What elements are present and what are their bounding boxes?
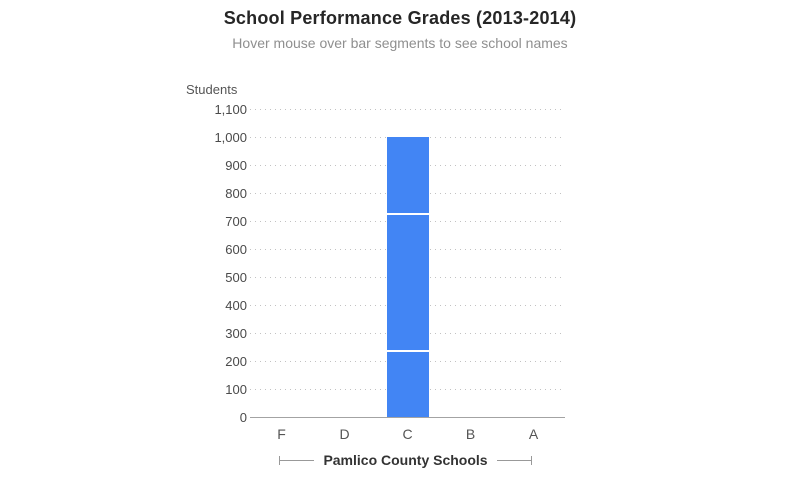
plot-area <box>250 109 565 418</box>
y-tick-label-1000: 1,000 <box>214 129 247 145</box>
bar-segment-divider <box>386 213 429 215</box>
y-tick-label-1100: 1,100 <box>214 101 247 117</box>
y-axis-title: Students <box>186 82 238 97</box>
axis-bracket-right-line <box>496 459 532 461</box>
x-axis-title: Pamlico County Schools <box>323 452 488 468</box>
chart-title: School Performance Grades (2013-2014) <box>223 8 577 28</box>
y-tick-label-700: 700 <box>225 213 247 229</box>
x-tick-label-C: C <box>402 426 413 442</box>
chart-subtitle: Hover mouse over bar segments to see sch… <box>232 35 568 51</box>
gridline-1100 <box>250 109 565 110</box>
axis-bracket-left-cap <box>279 455 280 465</box>
x-tick-label-B: B <box>465 426 476 442</box>
y-tick-label-600: 600 <box>225 241 247 257</box>
x-tick-label-A: A <box>528 426 539 442</box>
y-tick-label-200: 200 <box>225 353 247 369</box>
y-tick-label-400: 400 <box>225 297 247 313</box>
bar-segment-C-segment-middle[interactable] <box>386 214 429 352</box>
x-tick-label-D: D <box>339 426 350 442</box>
y-tick-label-900: 900 <box>225 157 247 173</box>
bar-segment-C-segment-top[interactable] <box>386 137 429 214</box>
y-tick-label-800: 800 <box>225 185 247 201</box>
y-tick-label-500: 500 <box>225 269 247 285</box>
y-tick-label-300: 300 <box>225 325 247 341</box>
x-axis-title-row: Pamlico County Schools <box>279 452 533 468</box>
x-tick-label-F: F <box>277 426 286 442</box>
axis-bracket-right-cap <box>531 455 533 465</box>
bar-segment-divider <box>386 350 429 353</box>
axis-bracket-left-line <box>280 459 315 461</box>
bar-segment-C-segment-bottom[interactable] <box>386 351 429 417</box>
y-tick-label-0: 0 <box>239 409 247 425</box>
y-tick-label-100: 100 <box>225 381 247 397</box>
